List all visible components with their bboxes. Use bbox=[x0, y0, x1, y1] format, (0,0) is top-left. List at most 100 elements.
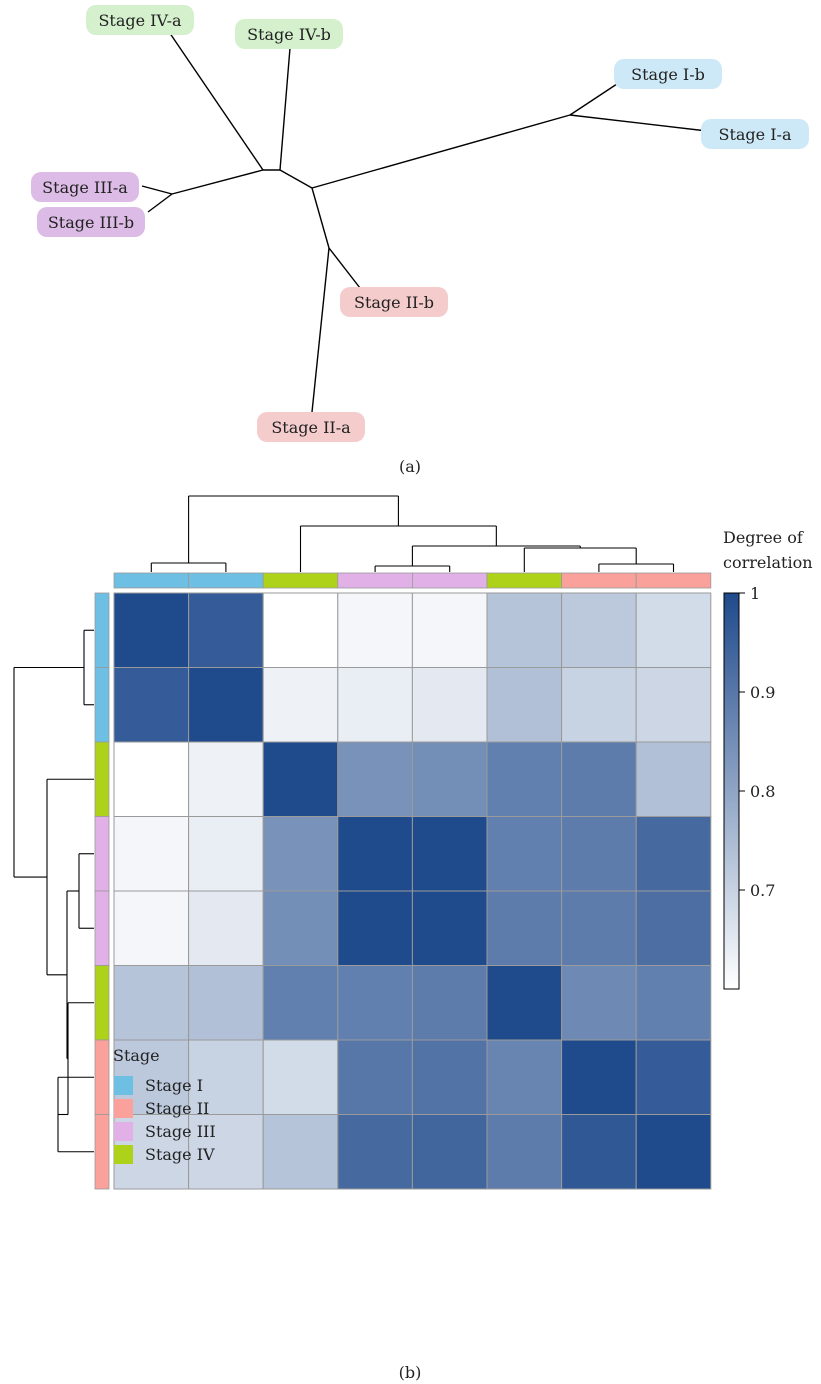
tree-branch bbox=[311, 247, 330, 413]
row-annotation-cell bbox=[94, 816, 110, 892]
heatmap-cell bbox=[561, 816, 637, 892]
legend-swatch bbox=[114, 1145, 133, 1164]
heatmap-cell bbox=[561, 1039, 637, 1115]
tree-leaf-label: Stage III-a bbox=[31, 172, 139, 202]
tree-branch bbox=[328, 247, 361, 289]
tree-leaf-label: Stage IV-a bbox=[86, 5, 194, 35]
heatmap-cell bbox=[486, 890, 563, 966]
legend-swatch bbox=[114, 1122, 133, 1141]
legend-item: Stage I bbox=[114, 1076, 203, 1095]
heatmap-cell bbox=[337, 667, 413, 743]
panel-a-caption: (a) bbox=[399, 457, 421, 476]
heatmap-cell bbox=[188, 592, 264, 668]
colorbar-tick-label: 0.7 bbox=[750, 881, 775, 900]
heatmap-cell bbox=[337, 1039, 413, 1115]
tree-leaf-label: Stage I-a bbox=[701, 119, 809, 149]
heatmap-cell bbox=[262, 1039, 339, 1115]
row-annotation-cell bbox=[94, 667, 110, 743]
colorbar-title-line2: correlation bbox=[723, 553, 813, 572]
column-annotation-cell bbox=[411, 572, 488, 589]
heatmap-cell bbox=[561, 965, 637, 1041]
column-annotation-cell bbox=[113, 572, 189, 589]
row-annotation-cell bbox=[94, 592, 110, 668]
heatmap-cell bbox=[635, 1114, 712, 1190]
tree-branch bbox=[311, 114, 571, 189]
heatmap-cell bbox=[411, 1039, 488, 1115]
heatmap-cell bbox=[561, 667, 637, 743]
heatmap-cell bbox=[262, 667, 339, 743]
heatmap-cell bbox=[635, 816, 712, 892]
legend-item: Stage IV bbox=[114, 1145, 215, 1164]
heatmap-cell bbox=[262, 890, 339, 966]
tree-branch bbox=[164, 25, 264, 171]
heatmap-cell bbox=[262, 816, 339, 892]
heatmap-cell bbox=[561, 741, 637, 817]
heatmap-cell bbox=[486, 667, 563, 743]
row-annotation-cell bbox=[94, 965, 110, 1041]
heatmap-cell bbox=[486, 741, 563, 817]
heatmap-cell bbox=[113, 741, 190, 817]
tree-branch bbox=[569, 114, 708, 132]
heatmap-cell bbox=[188, 965, 264, 1041]
heatmap-cells bbox=[113, 592, 712, 1190]
tree-leaf-label-bg bbox=[257, 412, 365, 442]
heatmap-cell bbox=[561, 592, 637, 668]
tree-leaf-label: Stage III-b bbox=[37, 207, 145, 237]
row-dendrogram bbox=[13, 629, 94, 1153]
tree-branch bbox=[311, 187, 330, 249]
heatmap-cell bbox=[411, 592, 488, 668]
tree-leaf-label-text: Stage II-b bbox=[354, 293, 434, 312]
tree-leaf-label-text: Stage IV-b bbox=[247, 25, 331, 44]
colorbar-tick-label: 1 bbox=[750, 584, 760, 603]
tree-branch bbox=[279, 47, 291, 171]
legend: Stage I Stage II Stage III Stage IV bbox=[114, 1076, 216, 1164]
tree-branch bbox=[279, 169, 313, 189]
phylogenetic-tree bbox=[141, 25, 708, 413]
tree-branch bbox=[147, 193, 173, 213]
column-annotation-cell bbox=[486, 572, 562, 589]
heatmap-cell bbox=[635, 1039, 712, 1115]
heatmap-cell bbox=[262, 965, 339, 1041]
row-annotation-cell bbox=[94, 741, 110, 817]
column-annotation-cell bbox=[561, 572, 637, 589]
legend-item: Stage III bbox=[114, 1122, 216, 1141]
heatmap-cell bbox=[113, 667, 190, 743]
heatmap-cell bbox=[486, 965, 563, 1041]
row-annotation-cell bbox=[94, 1114, 110, 1190]
tree-leaf-label-bg bbox=[701, 119, 809, 149]
heatmap-cell bbox=[113, 592, 190, 668]
heatmap-cell bbox=[561, 1114, 637, 1190]
row-stage-annotation bbox=[94, 592, 110, 1190]
colorbar-tick-label: 0.8 bbox=[750, 782, 775, 801]
tree-leaf-label-bg bbox=[86, 5, 194, 35]
column-annotation-cell bbox=[635, 572, 712, 589]
column-dendrogram bbox=[150, 495, 675, 572]
tree-leaf-label: Stage II-a bbox=[257, 412, 365, 442]
heatmap-cell bbox=[188, 667, 264, 743]
heatmap-cell bbox=[411, 741, 488, 817]
legend-swatch bbox=[114, 1099, 133, 1118]
tree-leaf-label-bg bbox=[340, 287, 448, 317]
tree-leaf-label-text: Stage I-a bbox=[719, 125, 792, 144]
heatmap-cell bbox=[188, 1039, 264, 1115]
tree-branch bbox=[141, 185, 173, 195]
heatmap-cell bbox=[635, 667, 712, 743]
heatmap-cell bbox=[337, 741, 413, 817]
heatmap-cell bbox=[337, 1114, 413, 1190]
tree-leaf-label-bg bbox=[614, 59, 722, 89]
heatmap-cell bbox=[561, 890, 637, 966]
tree-leaf-label-text: Stage II-a bbox=[271, 418, 351, 437]
heatmap-cell bbox=[337, 965, 413, 1041]
tree-leaf-label-text: Stage III-a bbox=[42, 178, 128, 197]
tree-leaf-label-text: Stage I-b bbox=[631, 65, 705, 84]
heatmap-cell bbox=[113, 816, 190, 892]
panel-b-caption: (b) bbox=[399, 1363, 422, 1382]
heatmap-cell bbox=[262, 592, 339, 668]
heatmap-cell bbox=[635, 890, 712, 966]
heatmap-cell bbox=[411, 667, 488, 743]
tree-leaf-label-text: Stage III-b bbox=[48, 213, 134, 232]
heatmap-cell bbox=[486, 816, 563, 892]
heatmap-cell bbox=[635, 965, 712, 1041]
heatmap-cell bbox=[486, 592, 563, 668]
column-stage-annotation bbox=[113, 572, 712, 589]
